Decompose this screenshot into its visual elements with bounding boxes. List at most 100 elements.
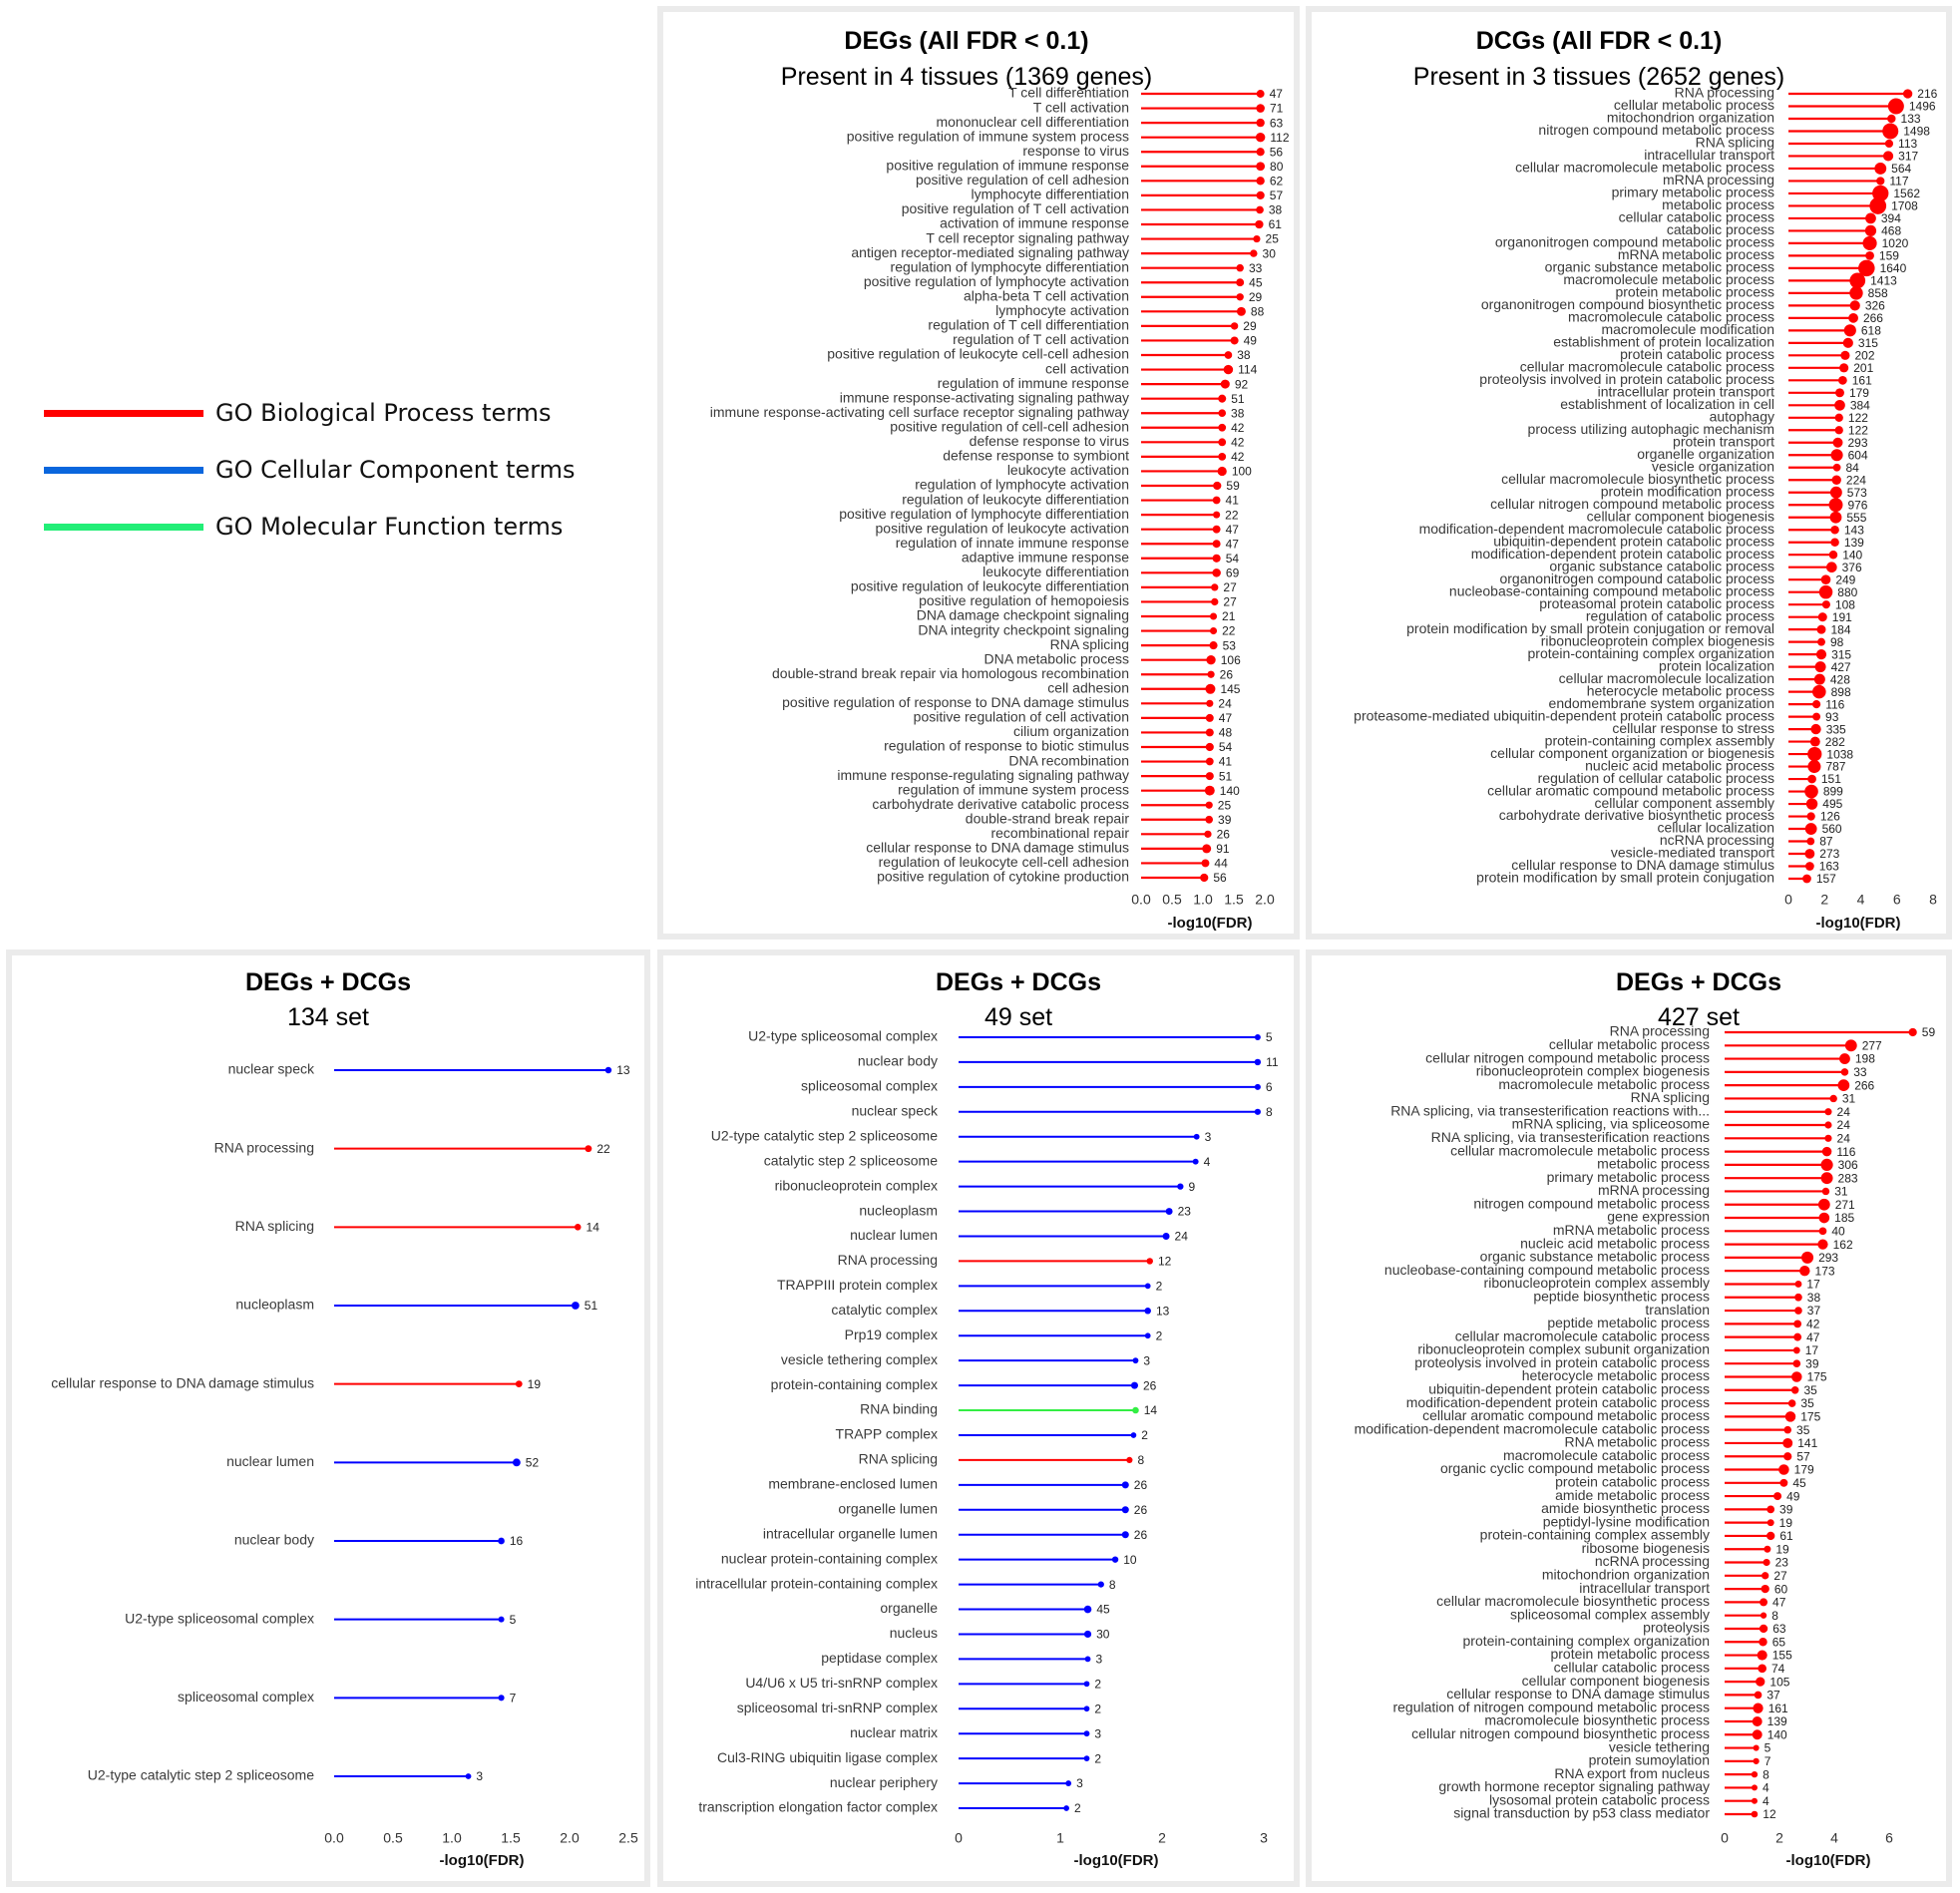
gene-count-label: 39 [1779, 1503, 1793, 1517]
gene-count-label: 1562 [1893, 187, 1920, 200]
data-row: regulation of immune system process 140 [898, 781, 1240, 797]
lollipop-point [1865, 212, 1876, 224]
term-label: DNA integrity checkpoint signaling [918, 621, 1129, 637]
data-row: autophagy 122 [1710, 408, 1869, 424]
lollipop-point [1766, 1519, 1774, 1527]
lollipop-point [1783, 1425, 1792, 1434]
lollipop-point [1791, 1371, 1802, 1382]
lollipop-point [1830, 525, 1839, 535]
term-label: defense response to symbiont [943, 448, 1129, 464]
term-label: carbohydrate derivative catabolic proces… [872, 796, 1129, 812]
lollipop-point [1817, 637, 1825, 646]
gene-count-label: 468 [1881, 224, 1901, 238]
lollipop-point [1848, 312, 1858, 323]
lollipop-point [1083, 1705, 1090, 1712]
data-row: heterocycle metabolic process 175 [1522, 1367, 1827, 1383]
lollipop-point [1759, 1624, 1768, 1634]
gene-count-label: 19 [528, 1377, 542, 1391]
data-row: protein-containing complex assembly 61 [1480, 1527, 1793, 1543]
data-row: cellular response to stress 335 [1612, 720, 1846, 736]
term-label: ribonucleoprotein complex biogenesis [1476, 1063, 1710, 1079]
term-label: leukocyte differentiation [982, 564, 1129, 579]
data-row: mRNA metabolic process 40 [1553, 1222, 1845, 1238]
data-row: RNA processing 216 [1675, 85, 1938, 101]
gene-count-label: 140 [1767, 1727, 1787, 1741]
gene-count-label: 140 [1220, 784, 1240, 798]
term-label: cellular component biogenesis [1587, 508, 1774, 524]
term-label: protein-containing complex assembly [1480, 1527, 1710, 1543]
data-row: protein catabolic process 45 [1555, 1473, 1806, 1489]
data-row: RNA splicing, via transesterification re… [1390, 1102, 1850, 1118]
data-row: macromolecule metabolic process 266 [1498, 1076, 1874, 1092]
data-row: mitochondrion organization 27 [1542, 1567, 1787, 1583]
term-label: modification-dependent protein catabolic… [1406, 1394, 1710, 1410]
gene-count-label: 2 [1156, 1280, 1163, 1294]
data-row: mRNA splicing, via spliceosome 24 [1512, 1116, 1851, 1132]
lollipop-point [1255, 132, 1266, 143]
x-tick-label: 1.0 [1193, 892, 1213, 908]
term-label: mononuclear cell differentiation [936, 114, 1129, 130]
term-label: U2-type catalytic step 2 spliceosome [711, 1127, 938, 1143]
term-label: positive regulation of leukocyte activat… [876, 520, 1129, 536]
lollipop-point [1212, 496, 1221, 505]
term-label: growth hormone receptor signaling pathwa… [1438, 1778, 1710, 1794]
gene-count-label: 88 [1251, 305, 1265, 319]
lollipop-point [1165, 1208, 1173, 1216]
gene-count-label: 60 [1774, 1582, 1788, 1596]
lollipop-point [1902, 89, 1913, 99]
data-row: amide biosynthetic process 39 [1541, 1500, 1793, 1516]
term-label: regulation of T cell activation [953, 331, 1129, 347]
data-row: cellular macromolecule localization 428 [1559, 670, 1851, 686]
lollipop-point [1130, 1432, 1137, 1438]
term-label: spliceosomal complex [801, 1078, 938, 1094]
term-label: protein transport [1673, 433, 1774, 449]
lollipop-point [1839, 1053, 1850, 1064]
gene-count-label: 184 [1830, 622, 1850, 636]
lollipop-point [1211, 597, 1219, 606]
term-label: T cell activation [1033, 99, 1129, 115]
gene-count-label: 8 [1109, 1578, 1116, 1592]
data-row: DNA integrity checkpoint signaling 22 [918, 621, 1235, 637]
gene-count-label: 394 [1881, 211, 1901, 225]
term-label: nitrogen compound metabolic process [1473, 1195, 1710, 1211]
gene-count-label: 51 [585, 1299, 598, 1313]
lollipop-point [1130, 1381, 1138, 1389]
term-label: double-strand break repair [966, 810, 1130, 826]
gene-count-label: 10 [1123, 1553, 1137, 1567]
data-row: regulation of innate immune response 47 [896, 535, 1240, 551]
lollipop-point [1083, 1730, 1090, 1737]
gene-count-label: 283 [1838, 1171, 1858, 1185]
chart-subtitle: 427 set [1657, 1003, 1740, 1031]
data-row: ribonucleoprotein complex 9 [775, 1177, 1196, 1193]
lollipop-point [1200, 873, 1209, 883]
lollipop-point [1810, 723, 1821, 735]
lollipop-point [1865, 251, 1874, 260]
data-row: macromolecule catabolic process 266 [1568, 309, 1883, 325]
gene-count-label: 1640 [1880, 261, 1907, 275]
gene-count-label: 6 [1266, 1080, 1273, 1094]
term-label: cellular macromolecule biosynthetic proc… [1501, 471, 1774, 487]
data-row: regulation of T cell differentiation 29 [928, 317, 1257, 333]
gene-count-label: 14 [1144, 1403, 1158, 1417]
term-label: gene expression [1607, 1209, 1710, 1225]
term-label: positive regulation of cytokine producti… [877, 869, 1129, 885]
gene-count-label: 31 [1834, 1185, 1848, 1199]
data-row: lysosomal protein catabolic process 4 [1489, 1791, 1769, 1807]
lollipop-point [1812, 712, 1821, 721]
data-row: U4/U6 x U5 tri-snRNP complex 2 [745, 1675, 1101, 1691]
data-row: positive regulation of leukocyte differe… [851, 578, 1237, 594]
term-label: nucleic acid metabolic process [1585, 757, 1774, 773]
x-axis-label: -log10(FDR) [1168, 915, 1253, 932]
data-row: protein modification process 573 [1601, 483, 1867, 499]
legend-swatch-red [44, 409, 203, 417]
data-row: signal transduction by p53 class mediato… [1453, 1805, 1776, 1821]
gene-count-label: 35 [1796, 1423, 1810, 1437]
lollipop-point [1908, 1027, 1917, 1037]
chart-title: DEGs (All FDR < 0.1) [844, 27, 1089, 55]
data-row: gene expression 185 [1607, 1209, 1854, 1225]
term-label: RNA splicing [1631, 1089, 1710, 1105]
gene-count-label: 126 [1820, 810, 1840, 824]
lollipop-point [1256, 118, 1265, 128]
data-row: protein metabolic process 858 [1615, 284, 1888, 300]
